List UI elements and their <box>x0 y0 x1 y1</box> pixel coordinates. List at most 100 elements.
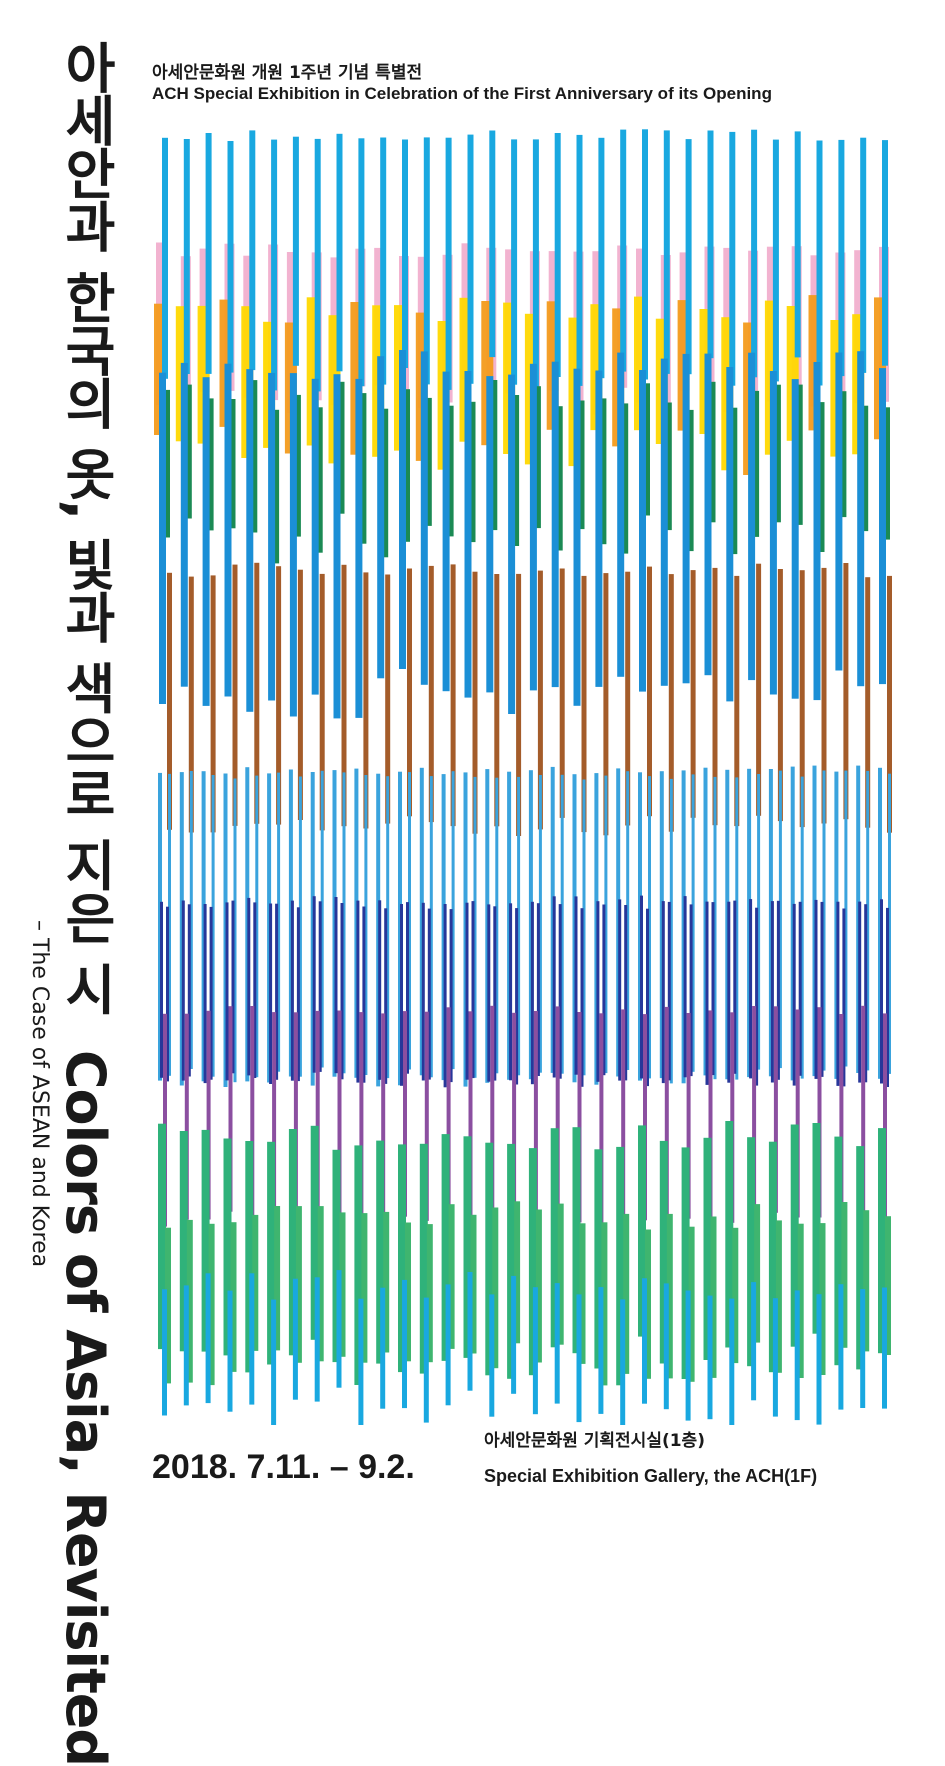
stripe <box>269 903 273 1084</box>
stripe <box>158 1123 166 1350</box>
stripe <box>598 1287 604 1414</box>
stripe <box>206 1010 211 1220</box>
stripe <box>205 1273 211 1404</box>
stripe <box>253 902 257 1078</box>
stripe <box>865 577 871 828</box>
stripe <box>187 904 191 1077</box>
stripe <box>494 574 500 827</box>
stripe <box>863 1210 870 1352</box>
stripe <box>595 370 603 687</box>
stripe <box>489 1294 495 1417</box>
stripe <box>576 1294 582 1423</box>
stripe <box>791 379 799 699</box>
stripe <box>685 1290 691 1421</box>
stripe <box>862 405 869 532</box>
stripe <box>424 1011 429 1221</box>
stripe <box>517 776 521 1076</box>
stripe <box>233 778 237 1083</box>
stripe <box>710 1216 717 1378</box>
stripe <box>797 1223 804 1378</box>
stripe <box>377 356 385 679</box>
stripe <box>682 353 690 684</box>
stripe <box>378 900 382 1080</box>
stripe <box>181 900 185 1081</box>
stripe <box>596 901 600 1082</box>
stripe <box>642 129 648 380</box>
stripe <box>686 1013 691 1219</box>
stripe <box>726 367 734 702</box>
stripe <box>668 574 674 832</box>
stripe <box>425 397 432 526</box>
stripe <box>578 400 585 530</box>
stripe <box>403 1011 407 1217</box>
stripe <box>289 373 297 717</box>
stripe <box>376 1140 385 1364</box>
stripe <box>342 772 346 1074</box>
stripe <box>844 770 848 1067</box>
stripe <box>337 1010 342 1221</box>
stripe <box>528 1148 537 1376</box>
stripe <box>402 1279 407 1409</box>
stripe <box>317 1206 324 1362</box>
stripe <box>708 1010 713 1220</box>
exhibition-subtitle: – The Case of ASEAN and Korea <box>27 920 52 1268</box>
stripe <box>768 1141 777 1373</box>
stripe <box>669 778 673 1084</box>
stripe <box>834 1136 843 1366</box>
stripe <box>180 362 188 687</box>
stripe <box>364 775 368 1075</box>
stripe <box>315 1010 320 1225</box>
stripe <box>665 402 672 531</box>
stripe <box>493 906 497 1081</box>
stripe <box>355 378 363 718</box>
stripe <box>247 897 251 1076</box>
stripe <box>205 133 212 374</box>
stripe <box>647 566 652 817</box>
stripe <box>841 1202 848 1348</box>
stripe <box>644 383 650 516</box>
stripe <box>685 139 692 375</box>
stripe <box>794 131 801 358</box>
stripe <box>772 139 779 382</box>
stripe <box>271 1299 277 1425</box>
exhibition-title: 아세안과 한국의 옷, 빛과 색으로 지은 시 Colors of Asia, … <box>54 40 117 1766</box>
stripe <box>339 1212 346 1357</box>
stripe <box>268 372 276 701</box>
stripe <box>559 568 565 818</box>
stripe <box>535 1209 542 1363</box>
stripe <box>794 1290 800 1421</box>
stripe <box>446 1007 451 1214</box>
stripe <box>707 1295 713 1420</box>
stripe <box>558 904 562 1079</box>
stripe <box>272 1012 277 1221</box>
stripe <box>516 573 522 836</box>
stripe <box>735 777 739 1080</box>
stripe <box>250 1006 255 1219</box>
stripe <box>443 904 447 1088</box>
stripe <box>751 129 758 378</box>
stripe <box>772 1298 778 1417</box>
stripe <box>419 1143 428 1374</box>
stripe <box>885 1216 891 1355</box>
stripe <box>690 570 696 818</box>
stripe <box>163 1013 167 1227</box>
stripe <box>712 567 718 826</box>
stripe <box>534 386 541 529</box>
stripe <box>536 903 540 1076</box>
title-english: Colors of Asia, Revisited <box>54 1049 117 1766</box>
color-stripes-artwork <box>154 129 892 1425</box>
stripe <box>842 908 846 1087</box>
stripe <box>507 1143 516 1379</box>
stripe <box>407 568 412 817</box>
stripe <box>166 906 169 1082</box>
stripe <box>509 903 513 1081</box>
stripe <box>295 1206 302 1363</box>
stripe <box>604 775 608 1074</box>
stripe <box>839 1014 844 1227</box>
stripe <box>508 374 516 714</box>
stripe <box>251 380 258 533</box>
stripe <box>554 1283 560 1404</box>
stripe <box>276 566 282 825</box>
stripe <box>554 133 561 377</box>
stripe <box>209 906 213 1080</box>
